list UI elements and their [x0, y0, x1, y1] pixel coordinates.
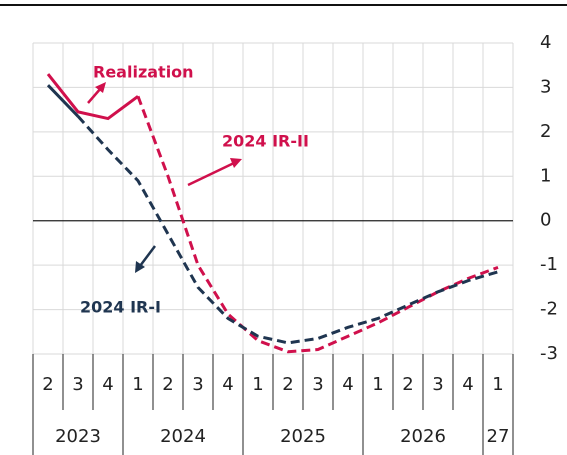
arrow-head	[95, 82, 106, 93]
x-tick-label: 4	[342, 374, 353, 395]
x-tick-label: 4	[462, 374, 473, 395]
x-tick-label: 3	[72, 374, 83, 395]
x-tick-label: 3	[312, 374, 323, 395]
arrow	[87, 87, 102, 104]
x-tick-label: 1	[372, 374, 383, 395]
x-tick-label: 3	[432, 374, 443, 395]
series-line	[46, 84, 80, 118]
x-tick-label: 2	[162, 374, 173, 395]
x-tick-label: 2	[282, 374, 293, 395]
y-tick-label: -3	[540, 343, 558, 364]
year-label: 2025	[280, 426, 326, 447]
x-tick-label: 3	[192, 374, 203, 395]
series-annotation: 2024 IR-I	[80, 298, 161, 317]
x-tick-label: 1	[132, 374, 143, 395]
year-label: 27	[487, 426, 510, 447]
y-tick-label: -2	[540, 299, 558, 320]
grid	[32, 42, 514, 355]
y-tick-label: 0	[540, 210, 551, 231]
x-tick-label: 1	[252, 374, 263, 395]
year-label: 2024	[160, 426, 206, 447]
series-line	[136, 95, 499, 354]
annotations: Realization 2024 IR-II 2024 IR-I	[80, 63, 309, 317]
y-tick-label: 3	[540, 76, 551, 97]
y-tick-label: 1	[540, 165, 551, 186]
series-line	[76, 115, 499, 345]
series-line	[46, 73, 139, 121]
y-tick-label: 2	[540, 121, 551, 142]
year-label: 2023	[55, 426, 101, 447]
x-tick-label: 2	[42, 374, 53, 395]
x-tick-label: 4	[102, 374, 113, 395]
arrow-head	[230, 158, 242, 168]
x-tick-label: 1	[492, 374, 503, 395]
series-annotation: Realization	[93, 63, 194, 82]
arrow-head	[135, 261, 145, 273]
y-tick-label: 4	[540, 32, 551, 53]
x-tick-label: 4	[222, 374, 233, 395]
arrow	[187, 161, 235, 187]
x-tick-label: 2	[402, 374, 413, 395]
series-annotation: 2024 IR-II	[222, 132, 309, 151]
y-tick-label: -1	[540, 254, 558, 275]
lines	[46, 73, 499, 354]
arrow	[139, 245, 156, 267]
year-label: 2026	[400, 426, 446, 447]
